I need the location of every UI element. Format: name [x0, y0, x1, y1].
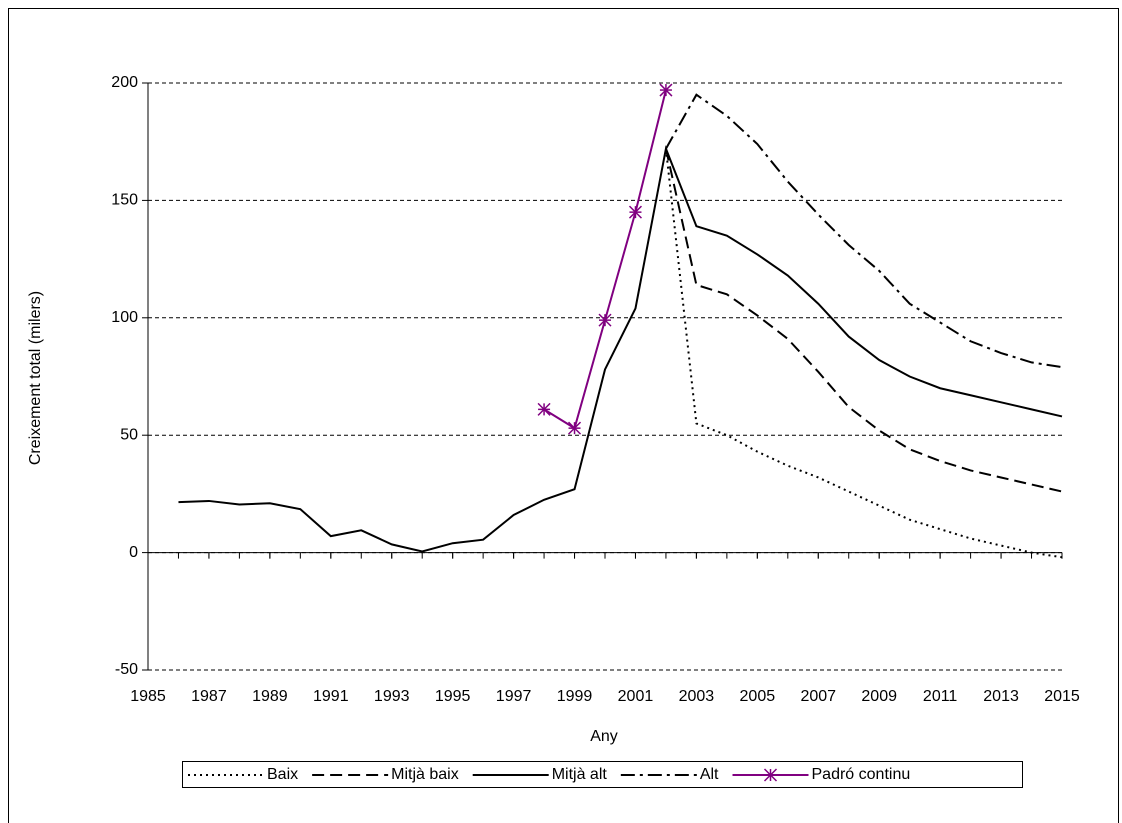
- x-tick-label: 2015: [1044, 688, 1080, 705]
- x-tick-label: 2001: [618, 688, 654, 705]
- legend-item: Mitjà baix: [312, 766, 459, 783]
- data-point: [537, 402, 551, 416]
- x-tick-label: 1993: [374, 688, 410, 705]
- x-tick-label: 2005: [740, 688, 776, 705]
- y-tick-label: 100: [111, 309, 138, 326]
- x-tick-label: 2009: [861, 688, 897, 705]
- series-line: [178, 145, 1063, 553]
- y-tick-label: 0: [129, 544, 138, 561]
- x-tick-label: 1999: [557, 688, 593, 705]
- data-point: [598, 313, 612, 327]
- legend-item: Alt: [620, 766, 719, 783]
- marker-stroke: [568, 421, 582, 435]
- x-tick-label: 2013: [983, 688, 1019, 705]
- x-axis-label: Any: [590, 728, 618, 745]
- x-tick-label: 1997: [496, 688, 532, 705]
- x-tick-label: 1985: [130, 688, 166, 705]
- y-tick-label: 50: [120, 426, 138, 443]
- y-tick-label: 200: [111, 74, 138, 91]
- series-line: [665, 93, 1063, 369]
- legend-item: Mitjà alt: [472, 766, 608, 783]
- legend-item: Padró continu: [732, 766, 911, 783]
- data-point: [659, 83, 673, 97]
- x-tick-label: 1989: [252, 688, 288, 705]
- x-tick-label: 1991: [313, 688, 349, 705]
- marker-stroke: [537, 402, 551, 416]
- x-tick-label: 2011: [923, 688, 958, 705]
- legend-label: Baix: [267, 766, 298, 783]
- legend-label: Alt: [700, 766, 719, 783]
- x-tick-label: 1995: [435, 688, 471, 705]
- series-line: [543, 89, 667, 430]
- chart-frame: [8, 8, 1119, 823]
- x-tick-label: 1987: [191, 688, 227, 705]
- legend-box: [182, 761, 1023, 788]
- legend-label: Padró continu: [812, 766, 911, 783]
- x-tick-label: 2003: [679, 688, 715, 705]
- x-tick-label: 2007: [800, 688, 836, 705]
- legend-label: Mitjà baix: [391, 766, 459, 783]
- y-tick-label: 150: [111, 192, 138, 209]
- data-point: [628, 205, 642, 219]
- marker-stroke: [659, 83, 673, 97]
- y-tick-label: -50: [115, 661, 138, 678]
- marker-stroke: [628, 205, 642, 219]
- legend-item: Baix: [188, 766, 298, 783]
- series-line: [664, 148, 1063, 559]
- data-point: [568, 421, 582, 435]
- y-axis-label: Creixement total (milers): [27, 291, 44, 465]
- marker-stroke: [598, 313, 612, 327]
- legend-label: Mitjà alt: [552, 766, 608, 783]
- marker-stroke: [763, 768, 778, 782]
